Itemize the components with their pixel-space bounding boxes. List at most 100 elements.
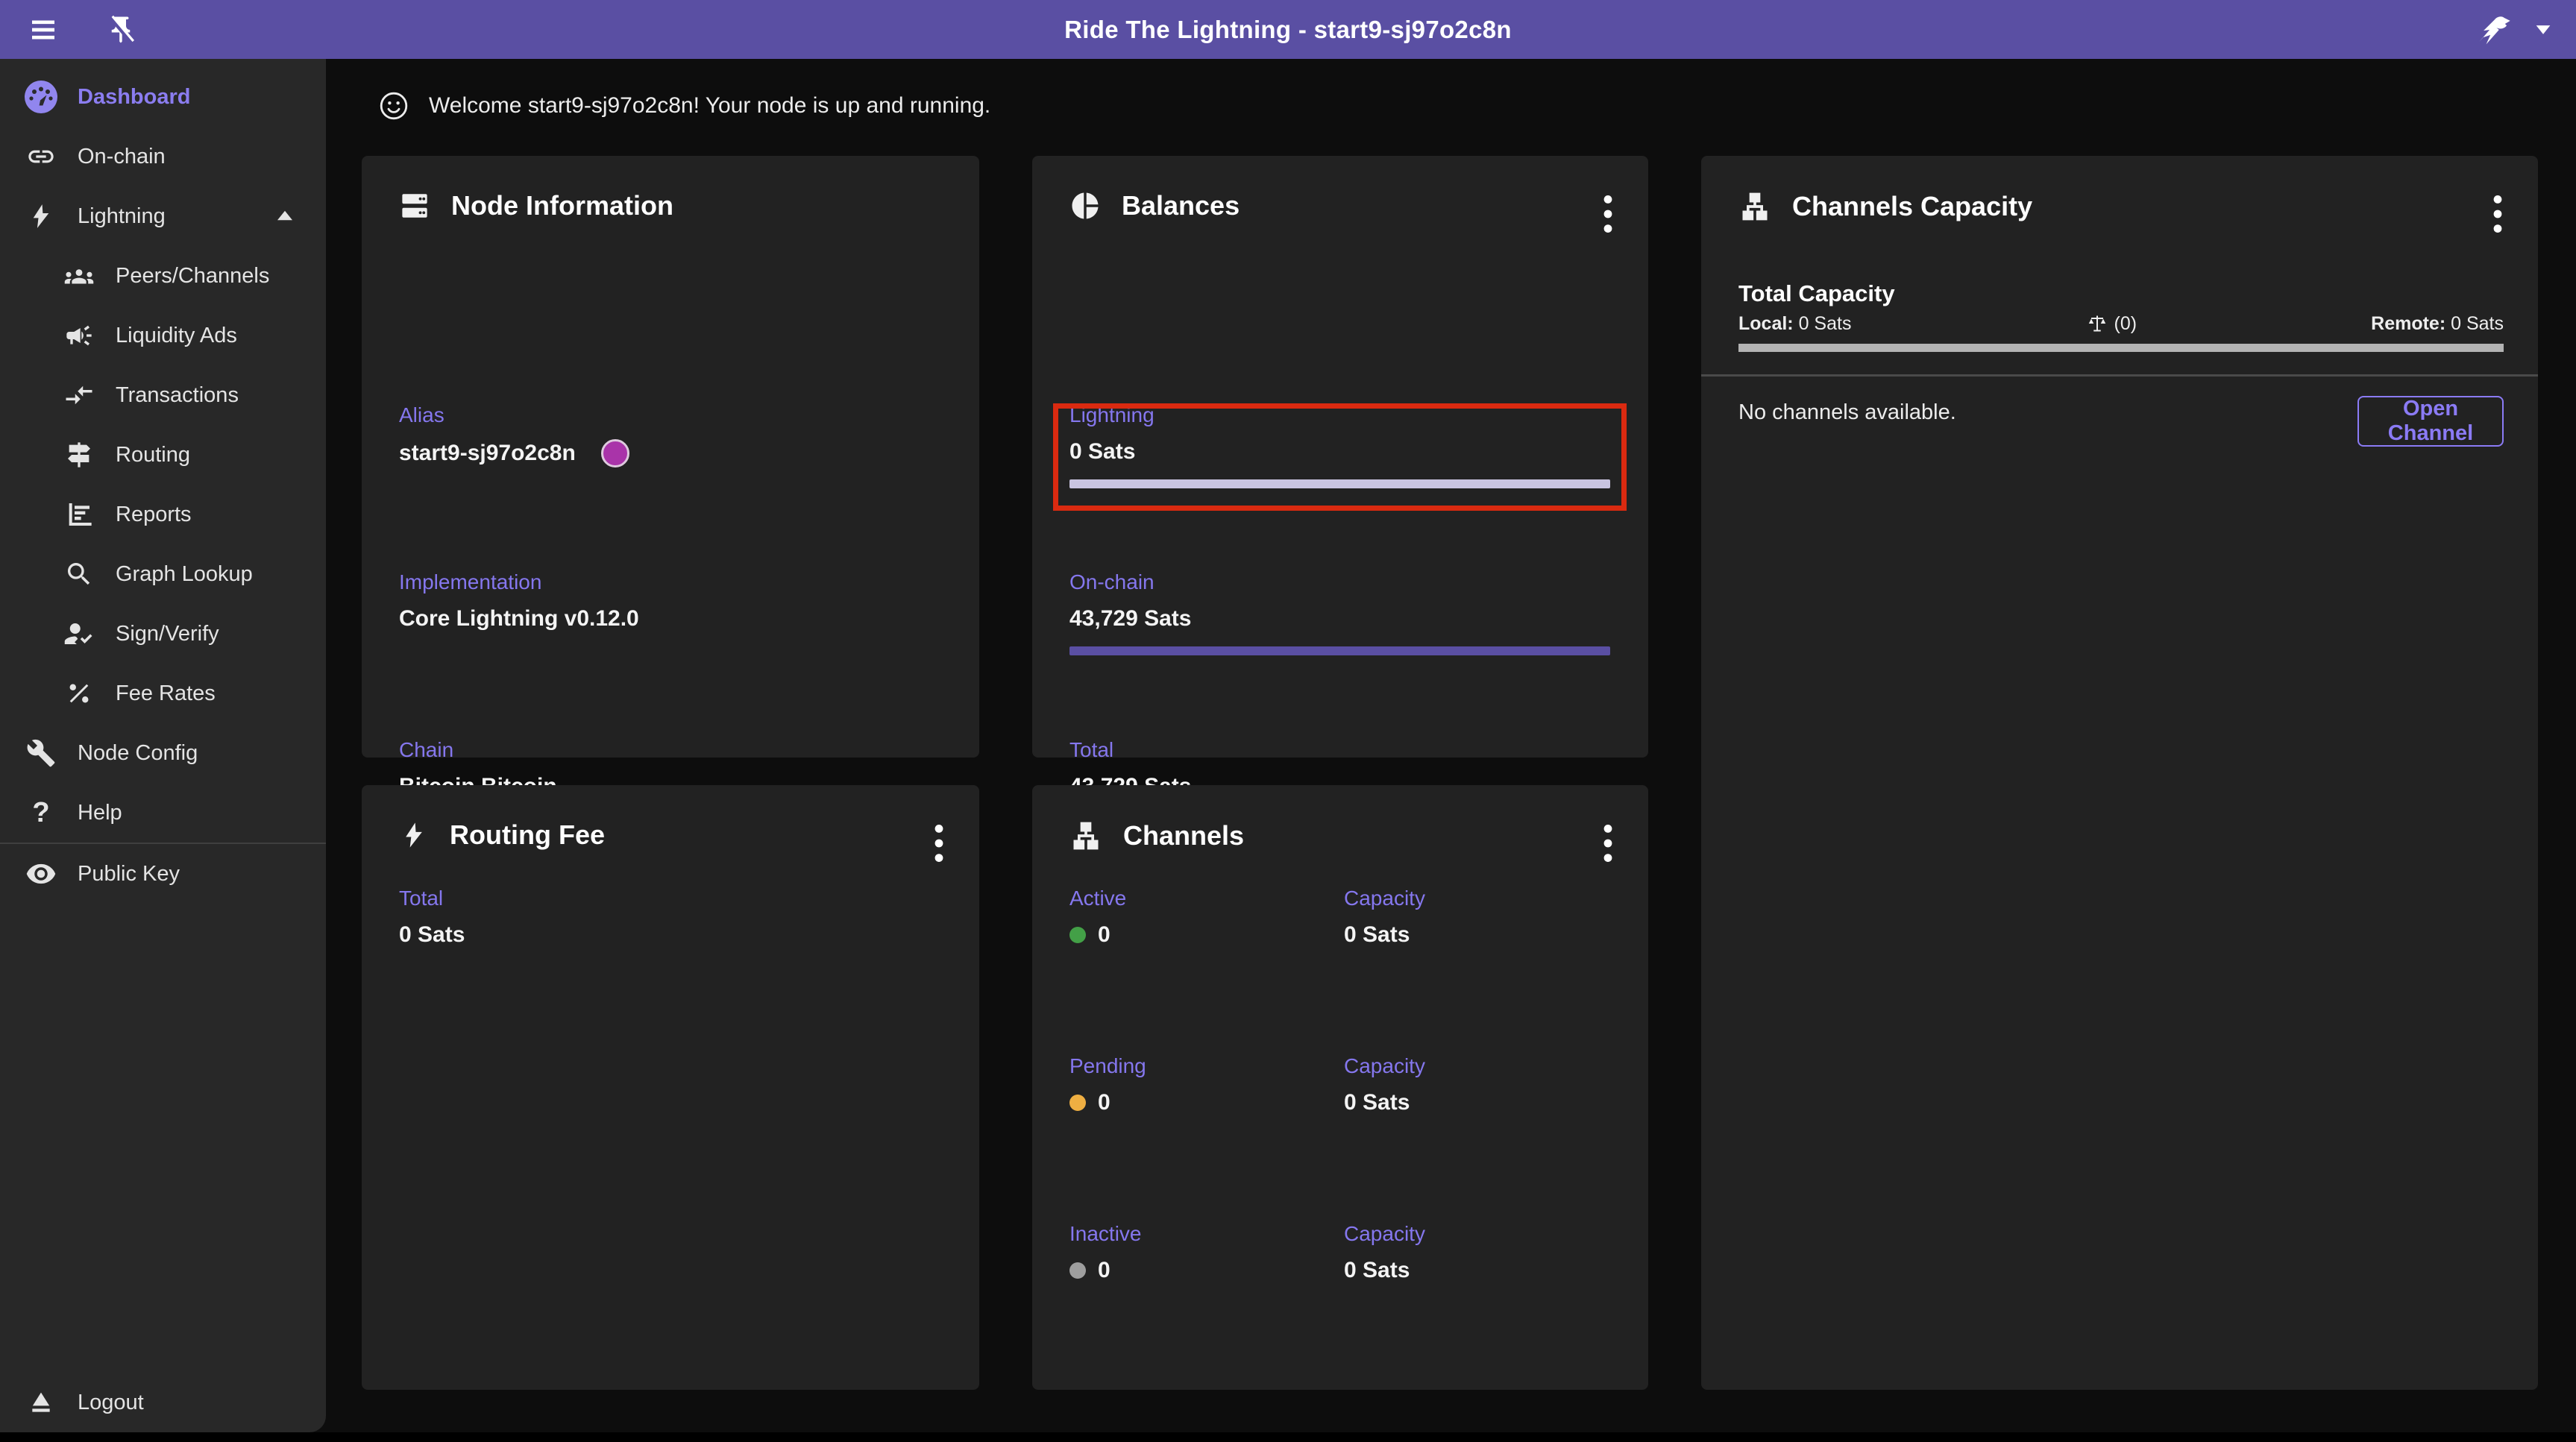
sidebar-item-lightning[interactable]: Lightning bbox=[0, 186, 326, 246]
kebab-menu-icon bbox=[2493, 195, 2502, 233]
balance-scale-icon bbox=[2088, 315, 2105, 332]
node-information-card: Node Information Alias start9-sj97o2c8n … bbox=[362, 156, 979, 799]
hamburger-menu-button[interactable] bbox=[25, 12, 61, 48]
active-count: 0 bbox=[1098, 922, 1110, 947]
unpin-sidebar-button[interactable] bbox=[103, 12, 139, 48]
bar-chart-icon bbox=[63, 498, 95, 531]
lightning-balance-label: Lightning bbox=[1069, 403, 1155, 426]
pie-chart-icon bbox=[1072, 192, 1099, 219]
search-icon bbox=[63, 558, 95, 591]
sidebar-item-public-key[interactable]: Public Key bbox=[0, 844, 326, 904]
routing-fee-menu-button[interactable] bbox=[924, 822, 954, 864]
capacity-label: Capacity bbox=[1344, 1222, 1425, 1245]
balance-count: (0) bbox=[2114, 312, 2137, 334]
status-dot-pending bbox=[1069, 1095, 1086, 1111]
routing-fee-total-label: Total bbox=[399, 887, 444, 910]
sidebar: Dashboard On-chain Lightning Peers/Chann… bbox=[0, 59, 326, 1432]
sidebar-item-label: Transactions bbox=[116, 382, 239, 407]
alias-value: start9-sj97o2c8n bbox=[399, 441, 576, 465]
kebab-menu-icon bbox=[1603, 195, 1612, 233]
card-title: Balances bbox=[1122, 190, 1240, 221]
channels-active-row: Active 0 Capacity 0 Sats bbox=[1069, 887, 1611, 948]
sidebar-item-help[interactable]: ? Help bbox=[0, 783, 326, 843]
open-channel-button[interactable]: Open Channel bbox=[2357, 396, 2504, 447]
sidebar-item-sign-verify[interactable]: Sign/Verify bbox=[0, 604, 326, 664]
question-icon: ? bbox=[32, 797, 50, 828]
bolt-icon bbox=[406, 822, 422, 848]
lightning-balance-bar bbox=[1069, 479, 1610, 488]
sidebar-item-on-chain[interactable]: On-chain bbox=[0, 127, 326, 186]
local-capacity: Local: 0 Sats bbox=[1738, 312, 1852, 334]
sidebar-item-label: Dashboard bbox=[78, 84, 191, 109]
hamburger-icon bbox=[32, 20, 54, 39]
sidebar-item-label: Liquidity Ads bbox=[116, 323, 237, 347]
capacity-value: 0 Sats bbox=[1344, 1258, 1410, 1282]
sidebar-item-liquidity-ads[interactable]: Liquidity Ads bbox=[0, 306, 326, 365]
sidebar-item-label: Node Config bbox=[78, 740, 198, 765]
sidebar-item-label: Lightning bbox=[78, 204, 166, 228]
kebab-menu-icon bbox=[934, 825, 943, 862]
channels-menu-button[interactable] bbox=[1593, 822, 1623, 864]
channels-capacity-card: Channels Capacity Total Capacity Local: … bbox=[1701, 156, 2538, 1390]
welcome-banner: Welcome start9-sj97o2c8n! Your node is u… bbox=[378, 90, 990, 122]
capacity-label: Capacity bbox=[1344, 1054, 1425, 1077]
inactive-label: Inactive bbox=[1069, 1222, 1142, 1245]
bolt-icon bbox=[25, 200, 57, 233]
pending-label: Pending bbox=[1069, 1054, 1146, 1077]
eye-icon bbox=[25, 857, 57, 890]
sidebar-item-label: Reports bbox=[116, 502, 192, 526]
balances-menu-button[interactable] bbox=[1593, 193, 1623, 235]
person-check-icon bbox=[63, 617, 95, 650]
sidebar-item-fee-rates[interactable]: Fee Rates bbox=[0, 664, 326, 723]
eject-icon bbox=[25, 1386, 57, 1419]
tools-icon bbox=[25, 737, 57, 769]
sidebar-item-label: Sign/Verify bbox=[116, 621, 219, 646]
swap-arrows-icon bbox=[63, 379, 95, 412]
card-title: Channels bbox=[1123, 820, 1245, 851]
chevron-up-icon[interactable] bbox=[274, 204, 296, 229]
capacity-value: 0 Sats bbox=[1344, 922, 1410, 947]
sidebar-item-peers-channels[interactable]: Peers/Channels bbox=[0, 246, 326, 306]
sidebar-item-graph-lookup[interactable]: Graph Lookup bbox=[0, 544, 326, 604]
percent-icon bbox=[63, 677, 95, 710]
capacity-bar bbox=[1738, 344, 2504, 352]
chain-label: Chain bbox=[399, 738, 454, 761]
sidebar-item-logout[interactable]: Logout bbox=[0, 1373, 326, 1432]
remote-capacity: Remote: 0 Sats bbox=[2371, 312, 2504, 334]
implementation-label: Implementation bbox=[399, 570, 542, 594]
dashboard-icon bbox=[25, 81, 57, 113]
capacity-label: Capacity bbox=[1344, 887, 1425, 910]
card-divider bbox=[1701, 374, 2538, 377]
active-label: Active bbox=[1069, 887, 1127, 910]
pending-count: 0 bbox=[1098, 1090, 1110, 1115]
channels-capacity-menu-button[interactable] bbox=[2483, 193, 2513, 235]
rtl-horse-logo-icon bbox=[2479, 16, 2510, 45]
alias-label: Alias bbox=[399, 403, 444, 426]
server-icon bbox=[402, 194, 427, 218]
sidebar-item-label: Fee Rates bbox=[116, 681, 216, 705]
group-icon bbox=[63, 259, 95, 292]
chevron-down-icon[interactable] bbox=[2533, 22, 2554, 37]
sidebar-item-label: Peers/Channels bbox=[116, 263, 270, 288]
status-dot-active bbox=[1069, 927, 1086, 943]
top-bar: Ride The Lightning - start9-sj97o2c8n bbox=[0, 0, 2576, 59]
signpost-icon bbox=[63, 438, 95, 471]
sidebar-item-transactions[interactable]: Transactions bbox=[0, 365, 326, 425]
channels-pending-row: Pending 0 Capacity 0 Sats bbox=[1069, 1054, 1611, 1115]
balances-card: Balances Lightning 0 Sats On-chain 43,72… bbox=[1032, 156, 1648, 799]
onchain-balance-label: On-chain bbox=[1069, 570, 1155, 594]
channels-card: Channels Active 0 Capacity 0 bbox=[1032, 785, 1648, 1390]
local-remote-row: Local: 0 Sats (0) Remote: 0 Sats bbox=[1738, 312, 2504, 335]
sidebar-item-label: Logout bbox=[78, 1390, 144, 1414]
sidebar-item-node-config[interactable]: Node Config bbox=[0, 723, 326, 783]
smiley-icon bbox=[380, 92, 408, 120]
app-title: Ride The Lightning - start9-sj97o2c8n bbox=[1064, 15, 1512, 43]
welcome-text: Welcome start9-sj97o2c8n! Your node is u… bbox=[429, 93, 991, 118]
implementation-value: Core Lightning v0.12.0 bbox=[399, 606, 639, 631]
node-color-dot bbox=[600, 439, 629, 467]
sidebar-item-dashboard[interactable]: Dashboard bbox=[0, 67, 326, 127]
sidebar-item-reports[interactable]: Reports bbox=[0, 485, 326, 544]
hub-icon bbox=[1742, 192, 1768, 221]
inactive-count: 0 bbox=[1098, 1258, 1110, 1282]
sidebar-item-routing[interactable]: Routing bbox=[0, 425, 326, 485]
